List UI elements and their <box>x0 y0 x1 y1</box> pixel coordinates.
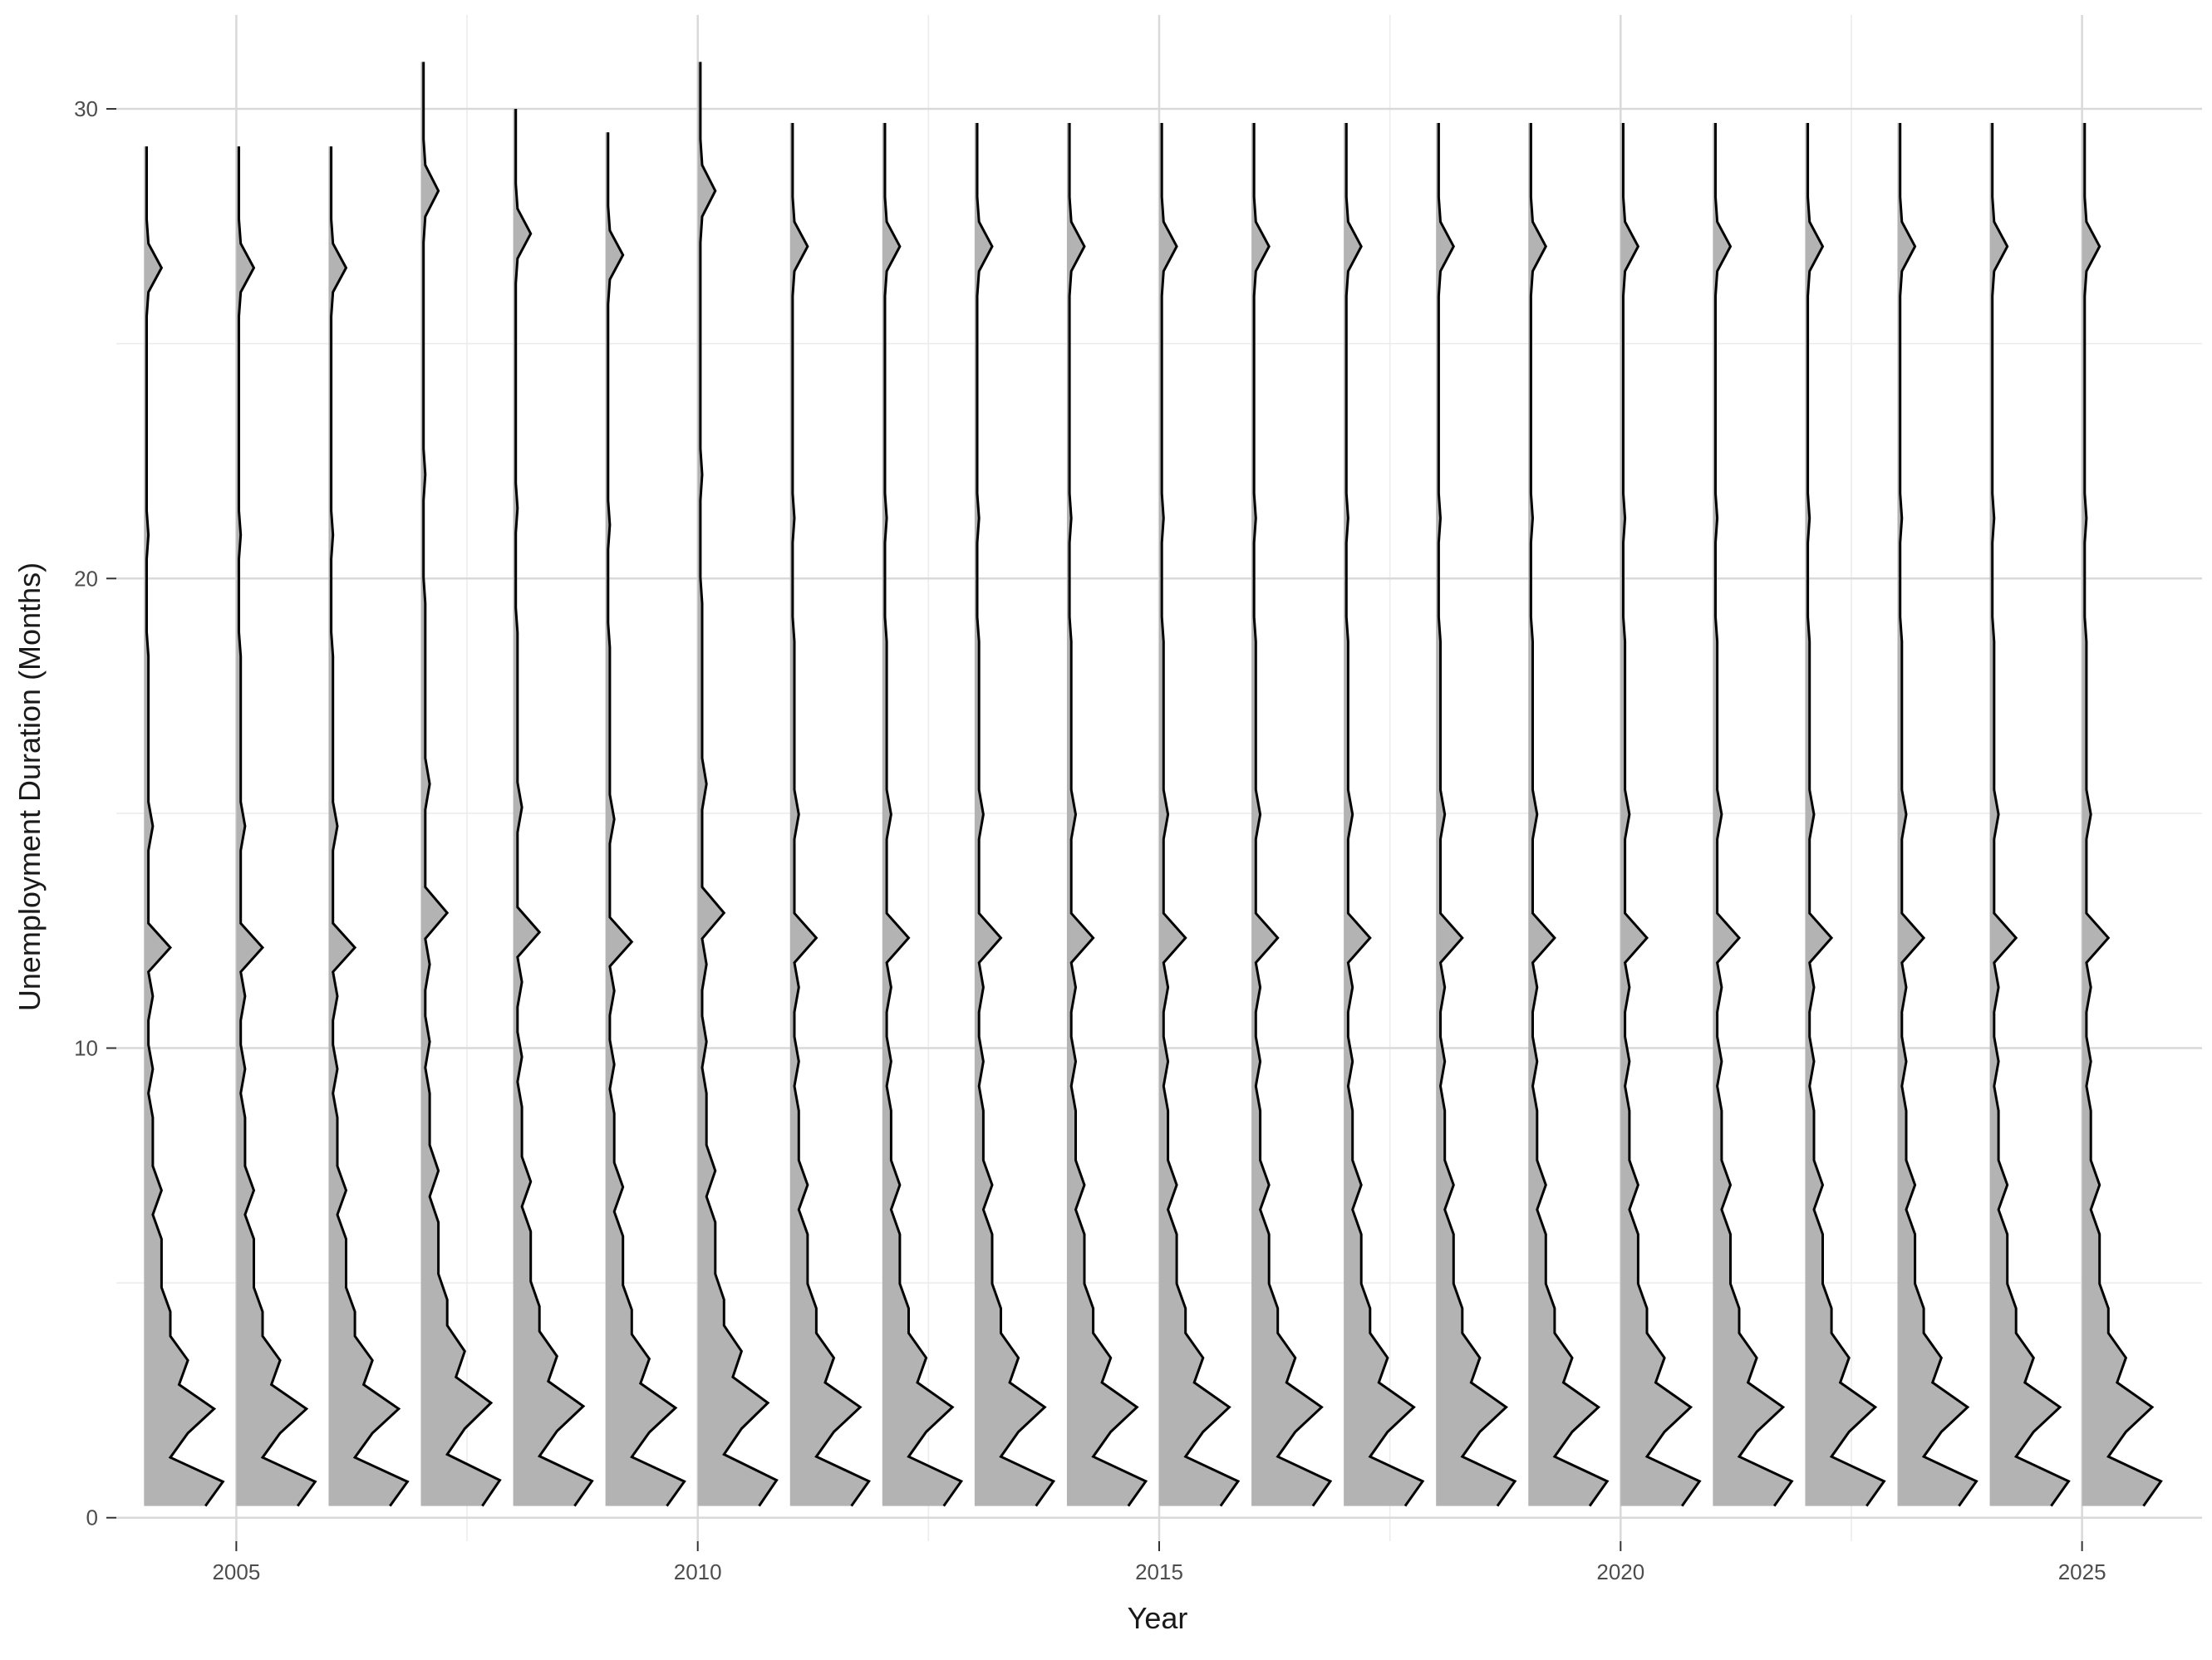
ridge-line-2013 <box>976 123 1056 1507</box>
ridge-line-2010 <box>699 61 779 1507</box>
ridge-2004 <box>144 146 225 1507</box>
ridge-line-2018 <box>1437 123 1517 1507</box>
ridge-2024 <box>1989 123 2071 1507</box>
ridge-area-2012 <box>882 123 961 1506</box>
ridge-2006 <box>328 146 410 1507</box>
ridge-area-2004 <box>144 146 224 1506</box>
ridge-line-2022 <box>1806 123 1886 1507</box>
y-tick-label: 10 <box>74 1036 98 1061</box>
ridge-area-2014 <box>1066 123 1146 1506</box>
ridge-2014 <box>1066 123 1148 1507</box>
y-axis-title: Unemployment Duration (Months) <box>12 562 47 1011</box>
ridge-area-2020 <box>1620 123 1700 1506</box>
ridge-line-2019 <box>1529 123 1610 1507</box>
ridge-2020 <box>1620 123 1702 1507</box>
ridge-area-2007 <box>420 61 500 1506</box>
ridge-line-2008 <box>514 109 594 1507</box>
ridge-line-2004 <box>145 146 225 1507</box>
ridge-2009 <box>605 132 686 1507</box>
ridge-line-2023 <box>1899 123 1979 1507</box>
ridge-2016 <box>1251 123 1333 1507</box>
ridge-2023 <box>1897 123 1979 1507</box>
ridge-line-2009 <box>607 132 686 1507</box>
ridge-2017 <box>1344 123 1425 1507</box>
ridge-area-2024 <box>1989 123 2069 1506</box>
ridge-area-2019 <box>1528 123 1608 1506</box>
ridge-area-2015 <box>1159 123 1238 1506</box>
ridge-line-2025 <box>2083 123 2163 1507</box>
x-tick-label: 2005 <box>212 1559 260 1584</box>
x-tick-label: 2020 <box>1596 1559 1644 1584</box>
ridge-line-2021 <box>1714 123 1794 1507</box>
ridge-line-2016 <box>1252 123 1333 1507</box>
ridge-2012 <box>882 123 964 1507</box>
ridge-2010 <box>697 61 779 1507</box>
ridge-layer <box>144 61 2163 1507</box>
ridge-line-2012 <box>883 123 964 1507</box>
ridge-line-2024 <box>1991 123 2071 1507</box>
ridge-line-2005 <box>238 146 317 1507</box>
x-axis-title: Year <box>1128 1601 1188 1635</box>
y-tick-label: 30 <box>74 96 98 121</box>
ridge-2015 <box>1159 123 1241 1507</box>
ridge-line-2007 <box>422 61 502 1507</box>
ridge-area-2009 <box>605 132 685 1506</box>
y-tick-label: 20 <box>74 566 98 591</box>
ridge-area-2005 <box>236 146 316 1506</box>
ridge-2019 <box>1528 123 1610 1507</box>
ridge-area-2016 <box>1251 123 1330 1506</box>
ridge-line-2011 <box>791 123 871 1507</box>
ridge-area-2025 <box>2082 123 2161 1506</box>
ridge-2011 <box>789 123 871 1507</box>
ridge-line-2015 <box>1160 123 1241 1507</box>
ridge-area-2011 <box>789 123 869 1506</box>
x-tick-label: 2025 <box>2058 1559 2106 1584</box>
ridge-2018 <box>1436 123 1517 1507</box>
ridge-line-2017 <box>1344 123 1425 1507</box>
ridge-area-2021 <box>1713 123 1792 1506</box>
ridge-2022 <box>1805 123 1886 1507</box>
ridge-area-2008 <box>513 109 592 1506</box>
ridge-area-2018 <box>1436 123 1516 1506</box>
ridge-area-2006 <box>328 146 408 1506</box>
ridge-area-2022 <box>1805 123 1885 1506</box>
ridge-2013 <box>974 123 1056 1507</box>
ridge-area-2023 <box>1897 123 1977 1506</box>
y-tick-label: 0 <box>86 1505 98 1530</box>
x-tick-label: 2010 <box>674 1559 722 1584</box>
ridge-line-2020 <box>1622 123 1702 1507</box>
ridge-2008 <box>513 109 594 1507</box>
ridge-area-2017 <box>1344 123 1423 1506</box>
axes: 2005 2010 2015 2020 2025 0 10 20 30 <box>74 96 2106 1584</box>
ridge-2005 <box>236 146 317 1507</box>
ridge-2007 <box>420 61 502 1507</box>
x-tick-label: 2015 <box>1135 1559 1183 1584</box>
ridge-area-2010 <box>697 61 777 1506</box>
ridge-2025 <box>2082 123 2163 1507</box>
ridge-2021 <box>1713 123 1794 1507</box>
ridge-area-2013 <box>974 123 1054 1506</box>
ridge-line-2014 <box>1068 123 1148 1507</box>
ridge-line-2006 <box>330 146 410 1507</box>
